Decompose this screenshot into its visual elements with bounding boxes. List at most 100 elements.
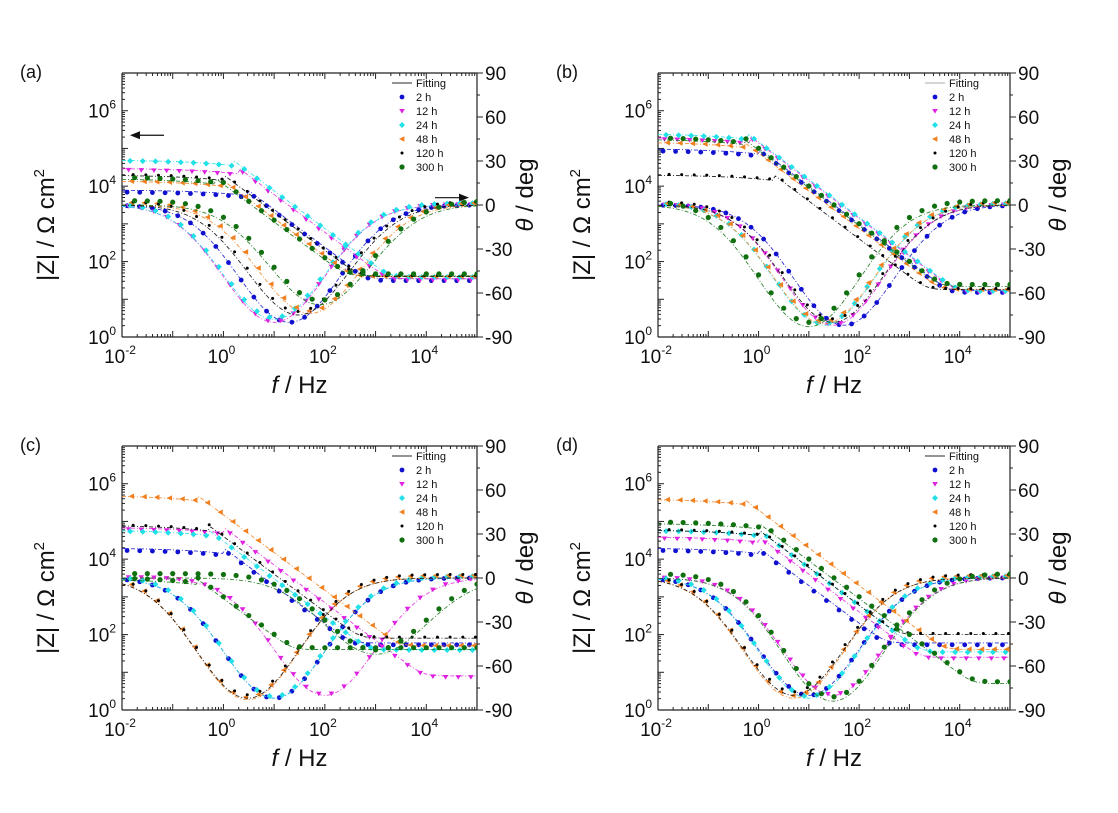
fit-curve-phase (122, 204, 477, 320)
data-point-phase (188, 220, 193, 226)
data-point-modulus (875, 625, 882, 630)
data-point-modulus (322, 255, 328, 261)
x-tick-label: 10-2 (104, 716, 136, 741)
data-point-phase (781, 305, 787, 311)
data-point-modulus (963, 656, 970, 662)
y-tick-label: 106 (624, 98, 652, 123)
data-point-modulus (699, 537, 706, 543)
data-point-modulus (824, 598, 829, 603)
data-point-modulus (334, 645, 341, 651)
data-point-phase (899, 597, 905, 603)
data-point-phase (878, 262, 884, 268)
data-point-phase (233, 250, 237, 254)
data-point-modulus (321, 246, 325, 250)
y2-tick-label: 30 (485, 152, 506, 173)
data-point-phase (220, 235, 224, 239)
data-point-phase (748, 224, 754, 230)
data-point-phase (931, 203, 938, 209)
data-point-phase (293, 649, 299, 656)
fit-curve-modulus (122, 525, 477, 639)
data-point-phase (393, 580, 400, 587)
data-point-phase (837, 321, 844, 326)
legend-label: 2 h (949, 92, 964, 104)
data-point-modulus (200, 551, 206, 556)
data-point-phase (378, 226, 384, 232)
plot-area (658, 496, 1010, 702)
data-point-modulus (906, 631, 913, 638)
data-point-modulus (141, 493, 147, 500)
data-point-modulus (718, 137, 724, 144)
data-point-modulus (314, 617, 320, 622)
data-point-modulus (265, 559, 271, 565)
data-point-phase (830, 660, 834, 664)
data-point-phase (182, 571, 188, 577)
data-point-modulus (1007, 281, 1010, 288)
data-point-phase (230, 234, 236, 241)
data-point-modulus (899, 255, 905, 261)
data-point-phase (258, 577, 265, 583)
data-point-phase (853, 628, 859, 635)
data-point-modulus (124, 189, 130, 195)
data-point-modulus (818, 573, 822, 577)
fit-curve-modulus (122, 579, 477, 651)
x-axis-label: f / Hz (271, 745, 327, 772)
data-point-modulus (449, 645, 455, 651)
data-point-phase (931, 575, 935, 579)
data-point-phase (800, 302, 806, 308)
data-point-phase (423, 573, 427, 577)
data-point-modulus (195, 175, 199, 179)
data-point-phase (798, 286, 804, 292)
data-point-modulus (724, 538, 731, 544)
data-point-phase (461, 199, 467, 206)
data-point-modulus (956, 287, 960, 291)
data-point-phase (737, 596, 743, 602)
data-point-modulus (177, 530, 184, 537)
data-point-phase (334, 628, 341, 634)
data-point-phase (793, 316, 799, 322)
data-point-phase (680, 203, 686, 209)
data-point-phase (368, 219, 375, 226)
data-point-modulus (1001, 656, 1007, 662)
data-point-phase (800, 673, 806, 679)
data-point-modulus (190, 159, 197, 166)
data-point-phase (751, 640, 758, 647)
data-point-phase (865, 612, 872, 619)
data-point-phase (252, 621, 259, 627)
data-point-phase (217, 223, 223, 229)
data-point-modulus (717, 529, 721, 533)
data-point-modulus (268, 547, 274, 553)
data-point-phase (914, 585, 921, 592)
data-point-phase (385, 644, 391, 651)
legend-label: 24 h (416, 120, 437, 132)
data-point-modulus (441, 642, 447, 648)
data-point-phase (693, 207, 699, 214)
x-axis-label: f / Hz (806, 745, 862, 772)
data-point-modulus (774, 549, 781, 555)
data-point-modulus (179, 496, 185, 502)
data-point-phase (157, 198, 163, 204)
data-point-phase (233, 572, 239, 579)
data-point-phase (818, 691, 825, 697)
legend-marker (932, 164, 938, 170)
data-point-modulus (245, 551, 249, 555)
legend-label: 120 h (416, 521, 444, 533)
data-point-modulus (739, 501, 746, 507)
data-point-phase (773, 670, 779, 676)
data-point-modulus (737, 140, 743, 146)
data-point-modulus (825, 587, 831, 593)
legend-label: 120 h (416, 148, 444, 160)
data-point-phase (878, 599, 884, 606)
data-point-modulus (188, 550, 193, 556)
data-point-modulus (698, 549, 704, 554)
legend-marker (932, 509, 938, 515)
data-point-modulus (969, 676, 975, 682)
data-point-modulus (987, 642, 993, 648)
data-point-phase (347, 638, 353, 644)
data-point-modulus (950, 656, 957, 662)
data-point-modulus (881, 612, 887, 619)
data-point-phase (318, 305, 325, 311)
data-point-phase (474, 198, 477, 205)
data-point-modulus (144, 175, 150, 181)
y2-tick-label: 90 (1018, 437, 1039, 458)
data-point-modulus (981, 287, 985, 291)
